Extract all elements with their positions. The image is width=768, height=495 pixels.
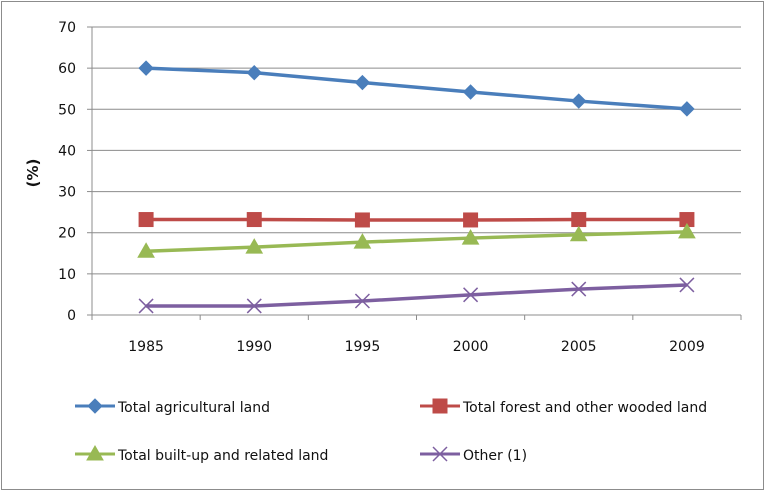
data-point: [572, 213, 586, 227]
series-total-built-up-and-related-land: [138, 224, 695, 257]
legend-item: Other (1): [420, 447, 527, 464]
gridlines: [92, 27, 741, 274]
y-axis-label: (%): [24, 159, 42, 188]
y-tick-label: 70: [58, 20, 76, 36]
series-other-1: [139, 278, 694, 313]
x-tick-label: 1995: [345, 339, 381, 355]
data-point: [355, 213, 369, 227]
series-group: [138, 61, 695, 313]
legend-marker: [88, 399, 102, 413]
data-point: [355, 76, 369, 90]
y-tick-label: 0: [67, 308, 76, 324]
series-line: [146, 232, 687, 251]
series-total-forest-and-other-wooded-land: [139, 213, 694, 227]
data-point: [247, 213, 261, 227]
data-point: [139, 213, 153, 227]
x-tick-label: 2005: [561, 339, 597, 355]
data-point: [680, 102, 694, 116]
x-tick-label: 2000: [453, 339, 489, 355]
legend-label: Other (1): [463, 448, 527, 464]
data-point: [572, 94, 586, 108]
y-tick-label: 50: [58, 102, 76, 118]
legend-marker: [433, 399, 447, 413]
y-tick-label: 10: [58, 267, 76, 283]
x-tick-label: 2009: [669, 339, 705, 355]
series-line: [146, 285, 687, 306]
x-tick-label: 1990: [236, 339, 272, 355]
data-point: [139, 61, 153, 75]
legend: Total agricultural land Total forest and …: [75, 399, 707, 464]
x-tick-labels: 1985 1990 1995 2000 2005 2009: [128, 339, 704, 355]
series-total-agricultural-land: [139, 61, 694, 116]
legend-item: Total built-up and related land: [75, 446, 328, 464]
legend-label: Total built-up and related land: [117, 448, 328, 464]
x-tick-label: 1985: [128, 339, 164, 355]
y-tick-label: 20: [58, 226, 76, 242]
data-point: [464, 213, 478, 227]
legend-item: Total forest and other wooded land: [420, 399, 707, 416]
series-line: [146, 68, 687, 109]
y-tick-label: 40: [58, 143, 76, 159]
y-tick-labels: 0 10 20 30 40 50 60 70: [58, 20, 76, 324]
data-point: [464, 85, 478, 99]
legend-item: Total agricultural land: [75, 399, 270, 416]
legend-label: Total forest and other wooded land: [462, 400, 707, 416]
legend-label: Total agricultural land: [117, 400, 270, 416]
y-tick-label: 30: [58, 185, 76, 201]
y-tick-label: 60: [58, 61, 76, 77]
